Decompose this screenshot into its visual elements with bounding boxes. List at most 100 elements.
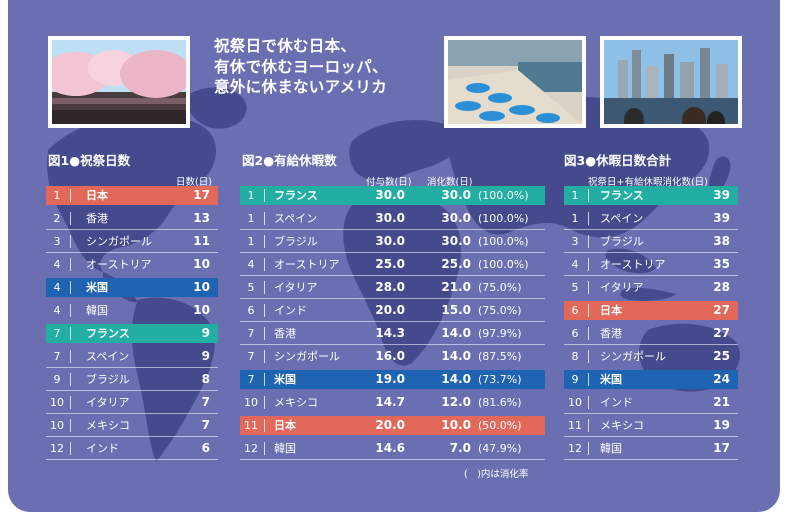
rank-divider [70, 212, 71, 225]
value-label: 17 [713, 441, 730, 455]
headline: 祝祭日で休む日本、 有休で休むヨーロッパ、 意外に休まないアメリカ [214, 36, 388, 98]
rank-divider [264, 235, 265, 248]
row-separator [240, 298, 545, 299]
rate-label: (100.0%) [478, 189, 529, 202]
rate-label: (75.0%) [478, 281, 522, 294]
rank-label: 4 [571, 258, 579, 271]
rank-divider [264, 350, 265, 363]
row-separator [46, 252, 218, 253]
value-label: 10 [193, 303, 210, 317]
rank-divider [70, 373, 71, 386]
value-label: 16.0 [375, 349, 405, 363]
rank-divider [70, 258, 71, 271]
value-label: 10.0 [441, 418, 471, 432]
fig2-column-header-2: 消化数(日) [427, 177, 473, 188]
fig1-title: 図1●祝祭日数 [48, 153, 131, 168]
value-label: 25.0 [441, 257, 471, 271]
rank-divider [70, 327, 71, 340]
value-label: 19.0 [375, 372, 405, 386]
table-row: 11 日本 20.0 10.0 (50.0%) [240, 416, 545, 435]
rank-label: 10 [568, 396, 582, 409]
country-label: メキシコ [86, 419, 130, 432]
row-separator [564, 459, 738, 460]
rank-label: 1 [247, 235, 255, 248]
table-row: 7 フランス 9 [46, 324, 218, 343]
rank-divider [264, 304, 265, 317]
country-label: インド [600, 396, 633, 409]
rank-divider [70, 350, 71, 363]
rank-label: 4 [53, 281, 61, 294]
value-label: 14.3 [375, 326, 405, 340]
table-row: 6 インド 20.0 15.0 (75.0%) [240, 301, 545, 320]
rank-divider [70, 304, 71, 317]
row-separator [46, 436, 218, 437]
rank-label: 12 [50, 442, 64, 455]
country-label: 米国 [86, 281, 108, 294]
value-label: 27 [713, 303, 730, 317]
rank-label: 7 [53, 350, 61, 363]
table-row: 8 シンガポール 25 [564, 347, 738, 366]
country-label: 韓国 [86, 304, 108, 317]
table-row: 4 オーストリア 10 [46, 255, 218, 274]
rank-label: 6 [247, 304, 255, 317]
rank-label: 7 [247, 350, 255, 363]
table-row: 1 ブラジル 30.0 30.0 (100.0%) [240, 232, 545, 251]
country-label: スペイン [86, 350, 130, 363]
country-label: 香港 [86, 212, 108, 225]
value-label: 8 [201, 372, 210, 386]
country-label: 日本 [600, 304, 622, 317]
rate-label: (100.0%) [478, 235, 529, 248]
value-label: 35 [713, 257, 730, 271]
value-label: 28.0 [375, 280, 405, 294]
southeast-asia-shape [605, 248, 656, 274]
indonesia-shape [620, 287, 676, 301]
value-label: 30.0 [441, 211, 471, 225]
country-label: シンガポール [274, 350, 340, 363]
value-label: 25.0 [375, 257, 405, 271]
country-label: イタリア [86, 396, 130, 409]
country-label: イタリア [600, 281, 644, 294]
rank-label: 7 [247, 373, 255, 386]
greenland-shape [187, 87, 247, 129]
value-label: 10 [193, 280, 210, 294]
country-label: 米国 [600, 373, 622, 386]
value-label: 11 [193, 234, 210, 248]
country-label: 日本 [86, 189, 108, 202]
rank-label: 9 [53, 373, 61, 386]
rank-label: 1 [571, 212, 579, 225]
table-row: 10 メキシコ 14.7 12.0 (81.6%) [240, 393, 545, 412]
rate-label: (81.6%) [478, 396, 522, 409]
table-row: 7 シンガポール 16.0 14.0 (87.5%) [240, 347, 545, 366]
country-label: フランス [600, 189, 644, 202]
rank-divider [70, 281, 71, 294]
rank-divider [588, 189, 589, 202]
rate-label: (97.9%) [478, 327, 522, 340]
rank-divider [264, 373, 265, 386]
value-label: 14.0 [441, 349, 471, 363]
row-separator [240, 321, 545, 322]
country-label: オーストリア [86, 258, 152, 271]
table-row: 3 シンガポール 11 [46, 232, 218, 251]
headline-line-3: 意外に休まないアメリカ [214, 78, 388, 96]
headline-line-1: 祝祭日で休む日本、 [214, 37, 357, 55]
row-separator [46, 367, 218, 368]
value-label: 7 [201, 395, 210, 409]
value-label: 17 [193, 188, 210, 202]
table-row: 12 韓国 17 [564, 439, 738, 458]
value-label: 14.0 [441, 326, 471, 340]
fig2-title: 図2●有給休暇数 [242, 153, 337, 168]
country-label: 日本 [274, 419, 296, 432]
rank-label: 5 [571, 281, 579, 294]
row-separator [564, 436, 738, 437]
rank-divider [264, 189, 265, 202]
rank-label: 10 [50, 396, 64, 409]
fig3-title: 図3●休暇日数合計 [564, 153, 672, 168]
value-label: 28 [713, 280, 730, 294]
rank-divider [264, 327, 265, 340]
rate-label: (87.5%) [478, 350, 522, 363]
rate-label: (73.7%) [478, 373, 522, 386]
row-separator [564, 413, 738, 414]
table-row: 5 イタリア 28.0 21.0 (75.0%) [240, 278, 545, 297]
value-label: 24 [713, 372, 730, 386]
